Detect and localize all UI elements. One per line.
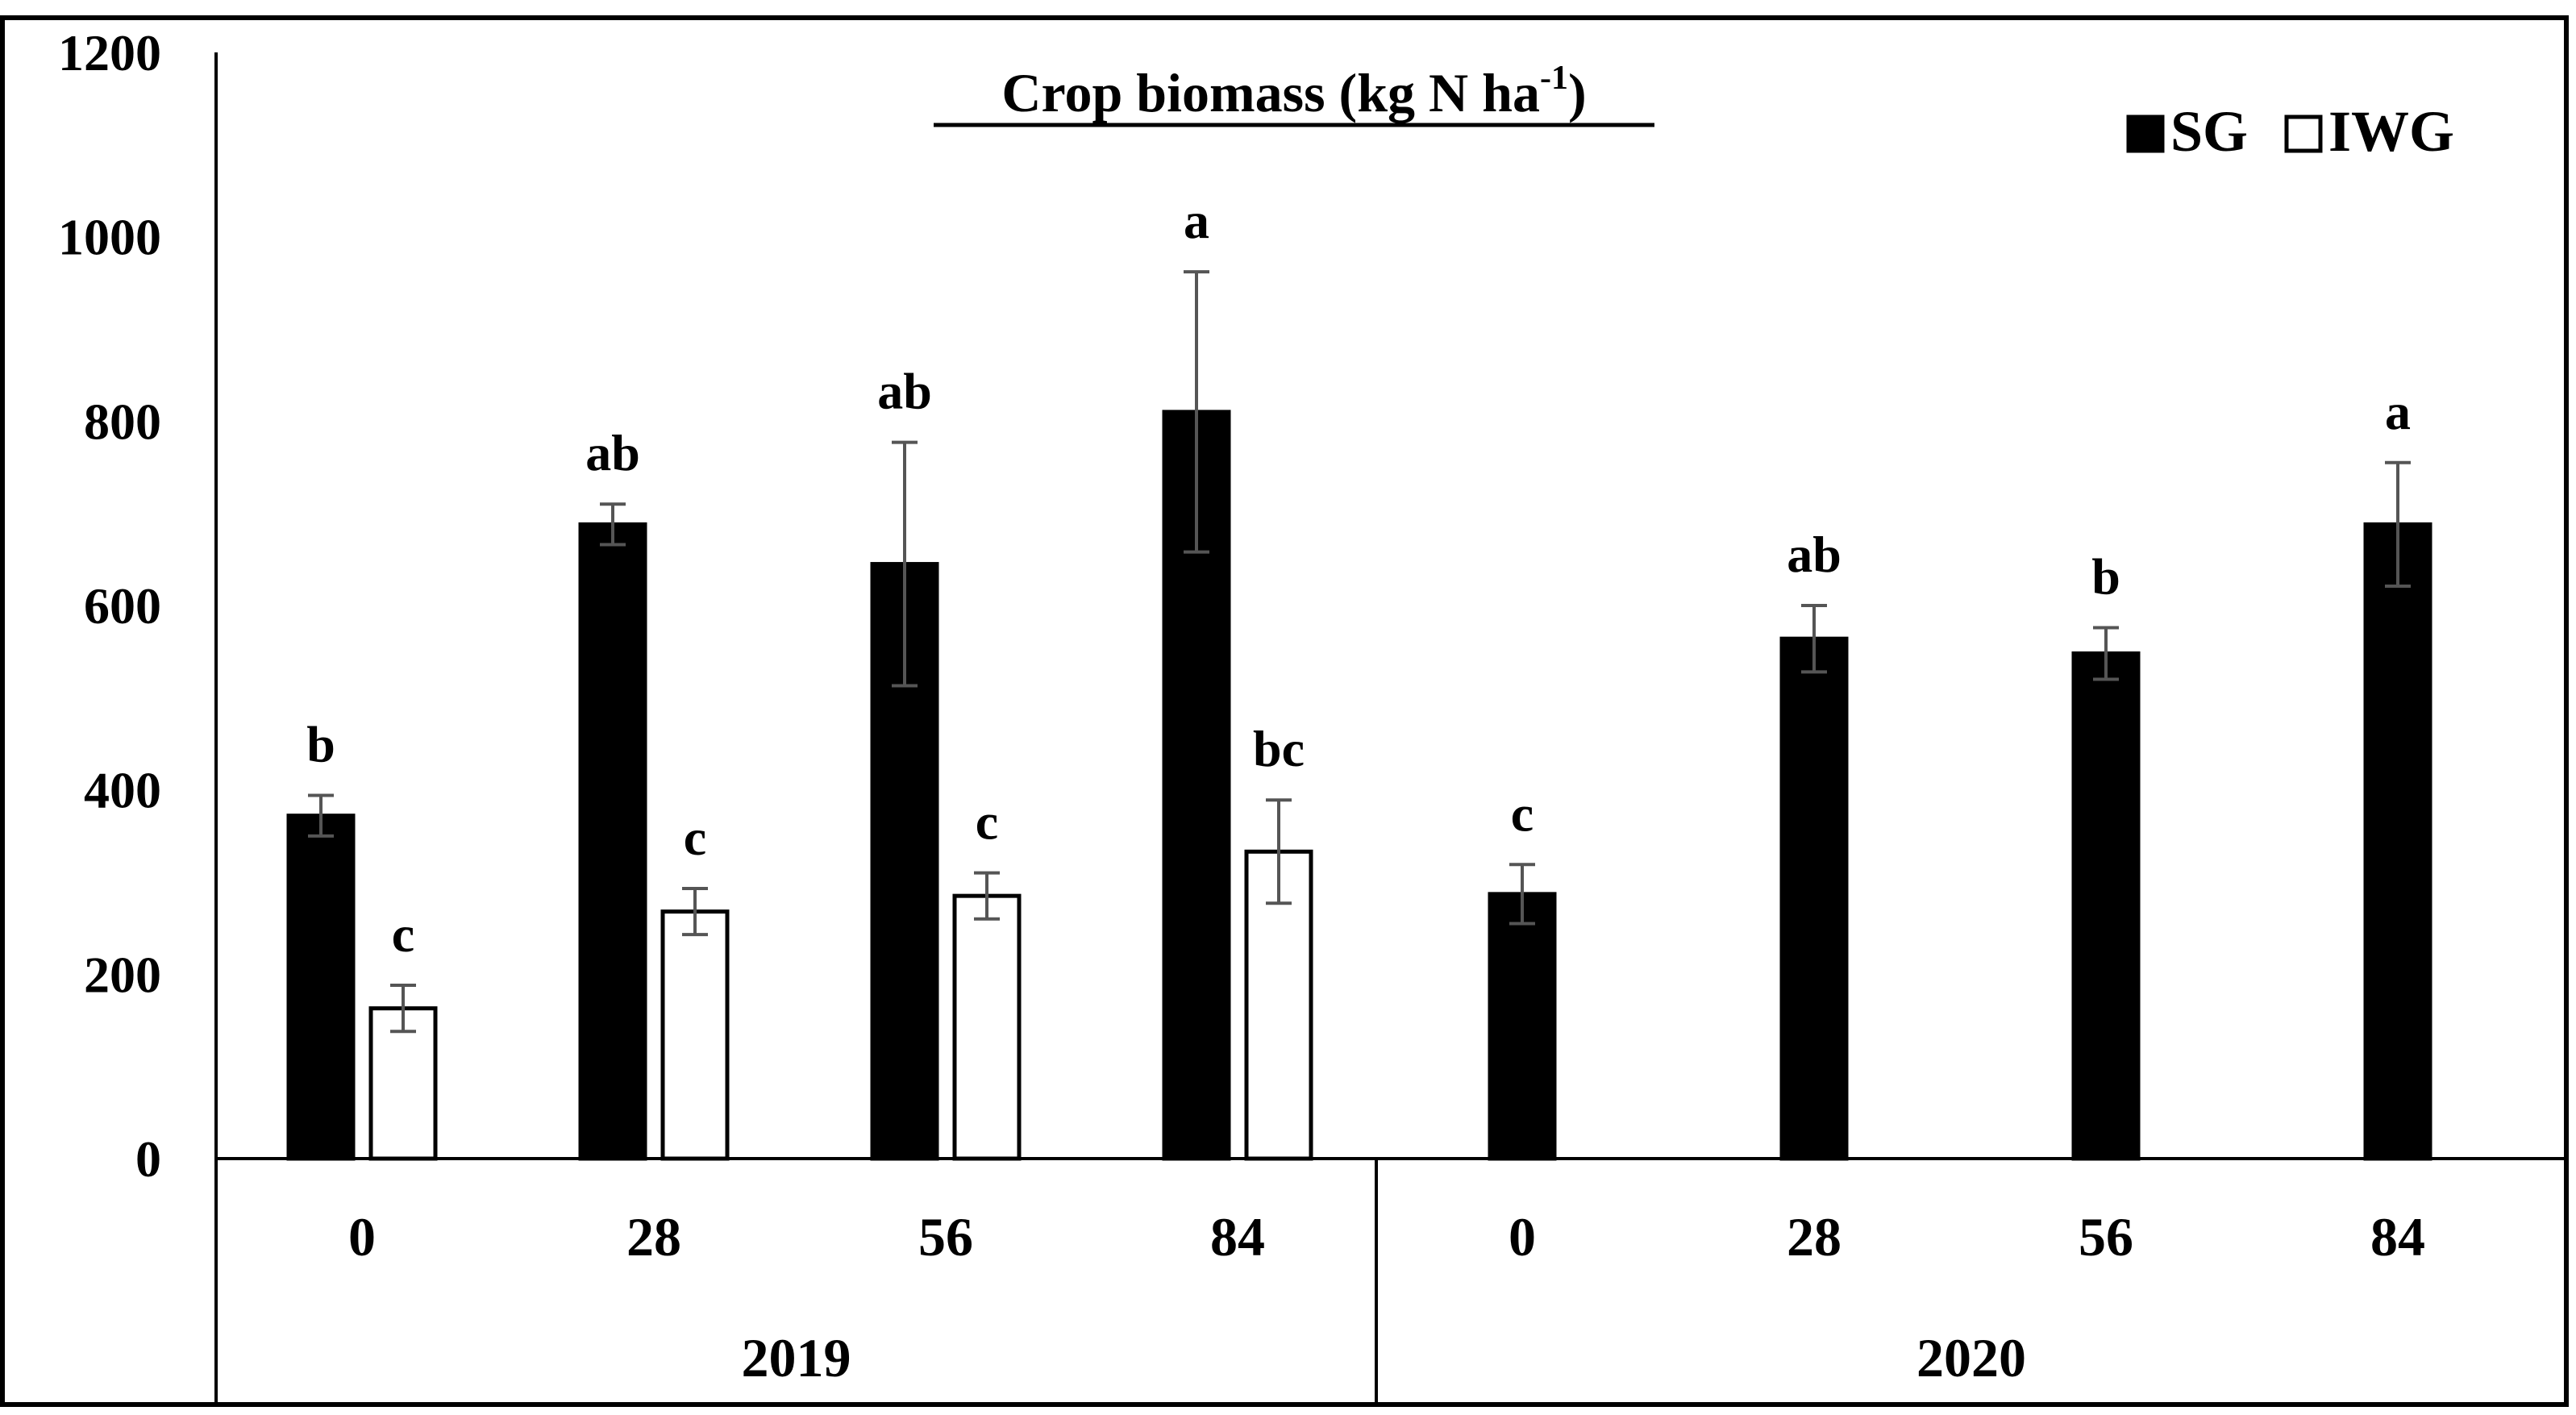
significance-letter: c xyxy=(684,809,706,866)
chart-title-superscript: -1 xyxy=(1540,60,1568,97)
legend: SG IWG xyxy=(2126,99,2454,164)
legend-label-iwg: IWG xyxy=(2328,99,2454,164)
bar-sg-2019-28 xyxy=(578,522,647,1161)
y-tick-label: 600 xyxy=(84,577,161,635)
significance-letter: ab xyxy=(877,363,932,420)
y-tick-label: 800 xyxy=(84,393,161,450)
y-tick-label: 0 xyxy=(135,1130,161,1188)
svg-text:Crop biomass (kg N ha-1): Crop biomass (kg N ha-1) xyxy=(1001,60,1586,123)
bar-sg-2020-28 xyxy=(1779,636,1849,1161)
chart-title: Crop biomass (kg N ha-1) xyxy=(934,60,1654,127)
x-tick-label: 28 xyxy=(1787,1206,1841,1267)
x-tick-label: 84 xyxy=(2370,1206,2425,1267)
legend-label-sg: SG xyxy=(2170,99,2248,164)
significance-letter: b xyxy=(2091,547,2120,605)
significance-letter: c xyxy=(392,905,414,963)
group-label-2019: 2019 xyxy=(742,1327,851,1388)
x-axis: 0 28 56 84 2019 0 28 56 84 2020 xyxy=(216,1157,2566,1403)
bar-sg-2020-56 xyxy=(2071,651,2141,1161)
bar-iwg-2019-28 xyxy=(660,909,730,1161)
bar-iwg-2019-56 xyxy=(952,893,1022,1161)
chart-title-close: ) xyxy=(1568,62,1587,123)
bar-sg-2020-84 xyxy=(2363,522,2432,1161)
x-tick-label: 56 xyxy=(918,1206,973,1267)
x-tick-label: 28 xyxy=(626,1206,681,1267)
y-axis: 0 200 400 600 800 1000 1200 xyxy=(58,24,218,1403)
chart-title-text: Crop biomass (kg N ha xyxy=(1001,62,1540,123)
significance-letter: c xyxy=(1511,784,1534,842)
y-tick-label: 400 xyxy=(84,762,161,819)
y-tick-label: 1000 xyxy=(58,209,161,266)
bar-sg-2019-0 xyxy=(286,814,356,1161)
group-label-2020: 2020 xyxy=(1916,1327,2026,1388)
x-tick-label: 84 xyxy=(1210,1206,1265,1267)
legend-swatch-iwg xyxy=(2284,114,2323,153)
significance-letter: bc xyxy=(1253,720,1305,777)
x-tick-label: 0 xyxy=(1509,1206,1536,1267)
x-tick-label: 0 xyxy=(348,1206,376,1267)
significance-letter: c xyxy=(976,793,998,851)
y-tick-label: 1200 xyxy=(58,24,161,81)
significance-letter: ab xyxy=(585,424,640,481)
significance-letter: ab xyxy=(1787,526,1841,583)
significance-letter: a xyxy=(2385,383,2411,440)
bar-iwg-2019-0 xyxy=(368,1006,438,1161)
y-tick-label: 200 xyxy=(84,946,161,1003)
outer-frame xyxy=(0,15,2569,1407)
significance-letter: b xyxy=(306,716,335,773)
significance-letter: a xyxy=(1184,192,1209,249)
bar-sg-2020-0 xyxy=(1488,892,1557,1161)
x-tick-label: 56 xyxy=(2079,1206,2133,1267)
legend-swatch-sg xyxy=(2126,114,2165,153)
